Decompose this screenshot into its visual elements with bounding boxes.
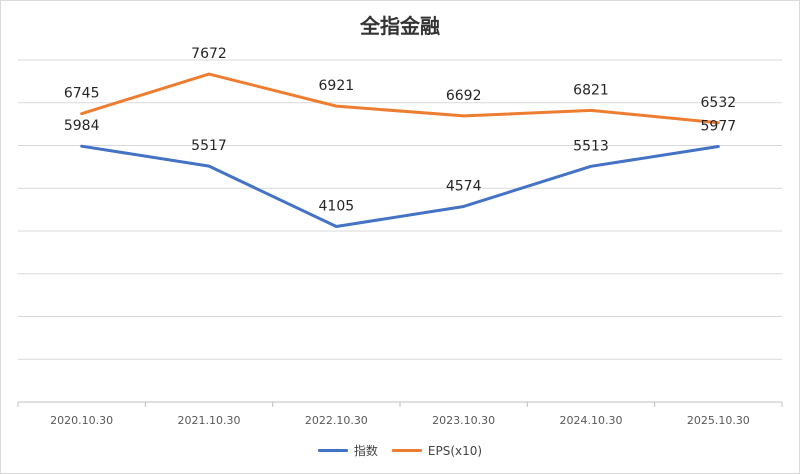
data-label-eps: 6532 xyxy=(701,95,737,111)
chart-legend: 指数 EPS(x10) xyxy=(0,442,800,459)
data-label-index: 5513 xyxy=(573,138,609,154)
legend-label-index: 指数 xyxy=(353,444,378,458)
chart-title: 全指金融 xyxy=(360,14,440,38)
data-label-index: 4105 xyxy=(319,199,355,215)
legend-item-eps: EPS(x10) xyxy=(391,443,483,458)
series-line-eps xyxy=(80,72,720,125)
data-label-index: 5517 xyxy=(191,138,227,154)
data-label-eps: 6692 xyxy=(446,88,482,104)
x-tick-label: 2024.10.30 xyxy=(560,414,623,427)
legend-swatch-index xyxy=(317,449,348,452)
data-label-eps: 6921 xyxy=(319,78,355,94)
x-tick-label: 2021.10.30 xyxy=(178,414,241,427)
x-tick-label: 2022.10.30 xyxy=(305,414,368,427)
data-label-eps: 6821 xyxy=(573,82,609,98)
data-label-eps: 6745 xyxy=(64,86,100,102)
series-line-index xyxy=(80,144,720,229)
x-tick-label: 2025.10.30 xyxy=(687,414,750,427)
data-label-index: 5977 xyxy=(701,118,737,134)
x-tick-label: 2023.10.30 xyxy=(432,414,495,427)
x-tick-label: 2020.10.30 xyxy=(50,414,113,427)
data-label-eps: 7672 xyxy=(191,46,227,62)
data-label-index: 4574 xyxy=(446,178,482,194)
legend-item-index: 指数 xyxy=(317,442,378,459)
legend-swatch-eps xyxy=(391,449,422,452)
legend-label-eps: EPS(x10) xyxy=(427,443,483,458)
data-label-index: 5984 xyxy=(64,118,100,134)
